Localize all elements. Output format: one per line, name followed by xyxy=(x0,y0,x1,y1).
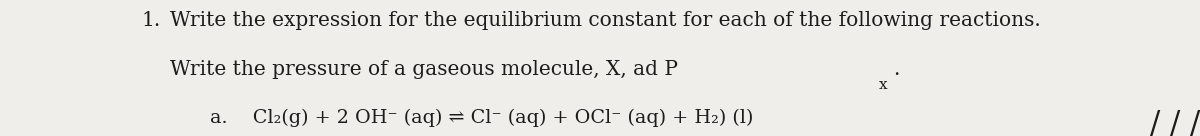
Text: a.  Cl₂(g) + 2 OH⁻ (aq) ⇌ Cl⁻ (aq) + OCl⁻ (aq) + H₂) (l): a. Cl₂(g) + 2 OH⁻ (aq) ⇌ Cl⁻ (aq) + OCl⁻… xyxy=(210,109,754,127)
Text: Write the pressure of a gaseous molecule, X, ad P: Write the pressure of a gaseous molecule… xyxy=(170,60,678,79)
Text: .: . xyxy=(893,60,899,79)
Text: / / /: / / / xyxy=(1150,109,1200,136)
Text: Write the expression for the equilibrium constant for each of the following reac: Write the expression for the equilibrium… xyxy=(170,11,1042,30)
Text: x: x xyxy=(878,78,887,92)
Text: 1.: 1. xyxy=(142,11,161,30)
